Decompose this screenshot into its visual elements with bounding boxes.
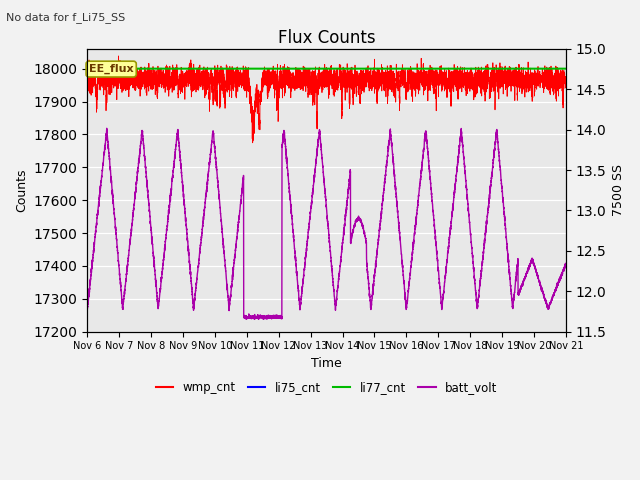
Y-axis label: Counts: Counts bbox=[15, 168, 28, 212]
Text: No data for f_Li75_SS: No data for f_Li75_SS bbox=[6, 12, 125, 23]
Legend: wmp_cnt, li75_cnt, li77_cnt, batt_volt: wmp_cnt, li75_cnt, li77_cnt, batt_volt bbox=[151, 377, 502, 399]
Title: Flux Counts: Flux Counts bbox=[278, 29, 376, 48]
X-axis label: Time: Time bbox=[311, 357, 342, 370]
Y-axis label: 7500 SS: 7500 SS bbox=[612, 164, 625, 216]
Text: EE_flux: EE_flux bbox=[89, 64, 134, 74]
